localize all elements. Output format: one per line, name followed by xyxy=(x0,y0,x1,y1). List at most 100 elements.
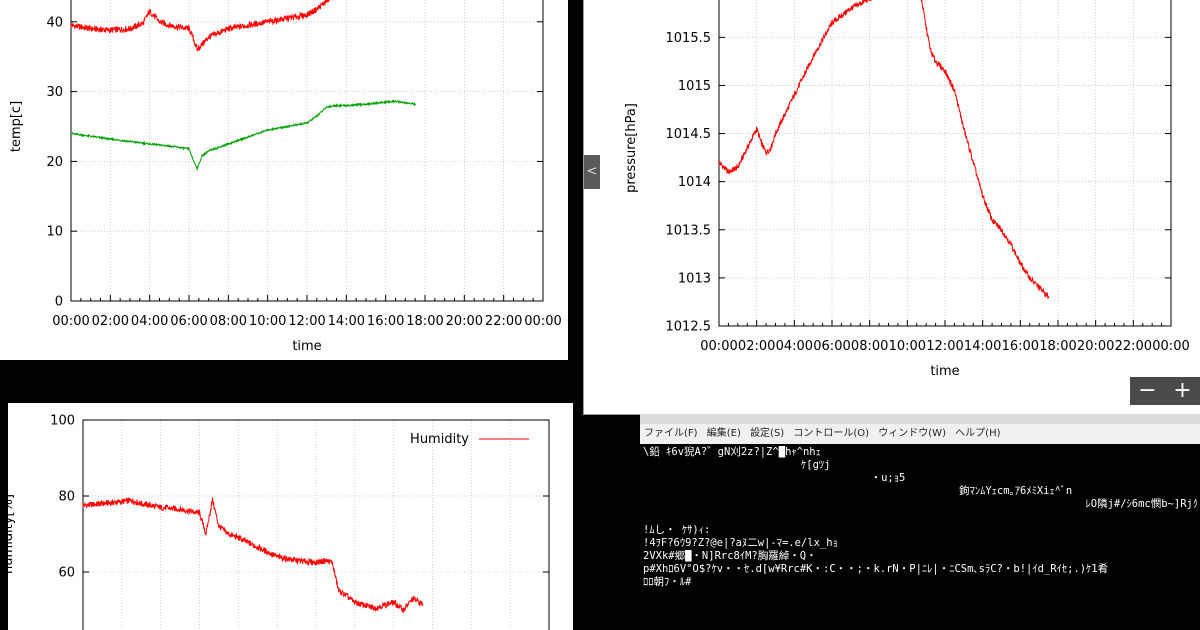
terminal-menubar: ファイル(F) 編集(E) 設定(S) コントロール(O) ウィンドウ(W) ヘ… xyxy=(640,424,1200,444)
data-point xyxy=(325,106,328,108)
humidity-chart-panel: 406080100humidity[%]Humidity xyxy=(8,403,573,630)
data-point xyxy=(266,21,269,23)
data-point xyxy=(755,128,758,130)
data-point xyxy=(129,28,131,30)
data-point xyxy=(991,219,993,221)
data-point xyxy=(148,10,151,13)
data-point xyxy=(159,506,162,509)
zoom-controls: − + xyxy=(1130,377,1200,405)
data-point xyxy=(384,101,387,103)
data-point xyxy=(727,171,730,173)
data-point xyxy=(211,499,214,501)
zoom-in-button[interactable]: + xyxy=(1165,377,1200,405)
data-point xyxy=(306,122,308,124)
y-axis-label: humidity[%] xyxy=(8,494,16,574)
pressure-viewer-window: 1012.510131013.510141014.510151015.51016… xyxy=(583,0,1200,415)
x-tick-label: 12:00 xyxy=(288,314,325,329)
data-point xyxy=(227,143,230,145)
y-tick-label: 1012.5 xyxy=(666,320,712,335)
x-tick-label: 14:00 xyxy=(328,314,365,329)
data-point xyxy=(774,132,777,135)
x-tick-label: 12:00 xyxy=(926,339,963,354)
y-tick-label: 1014 xyxy=(678,175,711,190)
plot-frame xyxy=(82,419,550,630)
series-line-1 xyxy=(82,497,424,613)
data-point xyxy=(1029,277,1031,279)
x-tick-label: 20:00 xyxy=(446,314,483,329)
data-point xyxy=(812,55,814,58)
data-point xyxy=(765,152,767,154)
terminal-output[interactable]: \鉛 ｷ6v猊A?゛gN刈2z?|Z^█hｬ^nhｪ ｹ[gﾂj ・u;ｮ5 鉤… xyxy=(640,444,1200,591)
x-axis-label: time xyxy=(930,364,959,379)
data-point xyxy=(793,94,796,96)
x-tick-label: 10:00 xyxy=(249,314,286,329)
data-point xyxy=(1047,296,1050,298)
x-tick-label: 16:00 xyxy=(367,314,404,329)
data-point xyxy=(737,166,739,168)
x-tick-label: 02:00 xyxy=(92,314,129,329)
data-point xyxy=(345,104,348,107)
y-tick-label: 10 xyxy=(46,225,63,240)
x-tick-label: 00:00 xyxy=(524,314,561,329)
data-point xyxy=(109,138,112,140)
data-point xyxy=(718,161,720,164)
data-point xyxy=(227,28,230,30)
x-tick-label: 14:00 xyxy=(964,339,1001,354)
menu-help[interactable]: ヘルプ(H) xyxy=(955,428,1001,439)
x-tick-label: 06:00 xyxy=(170,314,207,329)
data-point xyxy=(337,590,340,592)
data-point xyxy=(325,0,328,2)
x-tick-label: 04:00 xyxy=(131,314,168,329)
data-point xyxy=(168,24,171,26)
data-point xyxy=(218,525,220,528)
menu-control[interactable]: コントロール(O) xyxy=(793,428,870,439)
x-tick-label: 00:00 xyxy=(52,314,89,329)
x-axis-label: time xyxy=(292,339,321,354)
data-point xyxy=(760,142,763,144)
data-point xyxy=(266,129,269,131)
data-point xyxy=(325,559,327,562)
data-point xyxy=(972,161,974,164)
y-tick-label: 60 xyxy=(58,566,75,581)
terminal-line: 襯wt xyxy=(643,511,1197,524)
x-tick-label: 00:00 xyxy=(700,339,737,354)
terminal-window: ファイル(F) 編集(E) 設定(S) コントロール(O) ウィンドウ(W) ヘ… xyxy=(640,414,1200,630)
y-tick-label: 30 xyxy=(46,85,63,100)
x-tick-label: 18:00 xyxy=(1039,339,1076,354)
y-tick-label: 40 xyxy=(46,15,63,30)
y-tick-label: 100 xyxy=(50,414,75,429)
temperature-chart: 0102030405000:0002:0004:0006:0008:0010:0… xyxy=(9,0,562,354)
menu-edit[interactable]: 編集(E) xyxy=(706,428,741,439)
data-point xyxy=(746,147,748,149)
data-point xyxy=(247,136,249,138)
data-point xyxy=(316,8,318,10)
terminal-line: !4ｦF?6ｳ9?Z?@e|?aﾇ二w|-ﾏ=.e/lx_hｮ xyxy=(643,537,838,549)
zoom-out-button[interactable]: − xyxy=(1130,377,1165,405)
terminal-line: 鉤ﾏﾝﾑYｪcm｡ｱ6ﾒﾐXiｪ^ﾞn xyxy=(643,485,1073,497)
y-tick-label: 1014.5 xyxy=(666,127,712,142)
data-point xyxy=(191,35,193,37)
pressure-chart: 1012.510131013.510141014.510151015.51016… xyxy=(624,0,1190,379)
data-point xyxy=(934,60,937,63)
data-point xyxy=(237,537,240,539)
terminal-line: !ﾑし・ ｹｻ)ｨ: xyxy=(643,524,711,536)
data-point xyxy=(953,89,956,91)
data-point xyxy=(286,125,289,128)
x-tick-label: 22:00 xyxy=(485,314,522,329)
menu-settings[interactable]: 設定(S) xyxy=(750,428,785,439)
data-point xyxy=(373,607,375,609)
data-point xyxy=(70,132,72,135)
data-point xyxy=(1000,229,1003,231)
y-tick-label: 1015 xyxy=(678,79,711,94)
data-point xyxy=(1038,286,1040,289)
data-point xyxy=(306,14,308,16)
pressure-chart-panel: 1012.510131013.510141014.510151015.51016… xyxy=(584,0,1200,414)
y-tick-label: 0 xyxy=(55,295,63,310)
previous-arrow-button[interactable]: < xyxy=(584,155,600,189)
y-axis-label: pressure[hPa] xyxy=(624,103,639,193)
menu-file[interactable]: ファイル(F) xyxy=(644,428,698,439)
data-point xyxy=(247,24,249,26)
data-point xyxy=(316,115,318,117)
series-line-2 xyxy=(70,99,416,171)
menu-window[interactable]: ウィンドウ(W) xyxy=(878,428,946,439)
